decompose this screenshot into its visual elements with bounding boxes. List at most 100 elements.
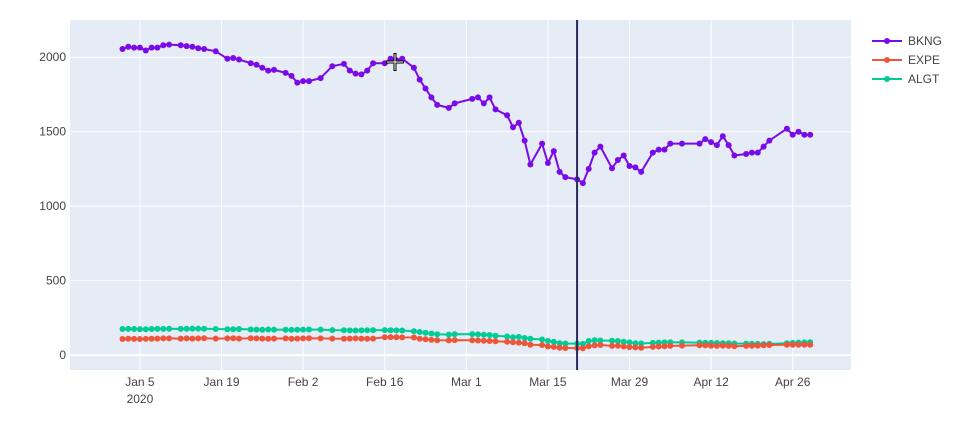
data-point[interactable] (201, 325, 208, 332)
data-point[interactable] (434, 331, 441, 338)
data-point[interactable] (451, 337, 458, 344)
data-point[interactable] (480, 331, 487, 338)
data-point[interactable] (142, 335, 149, 342)
data-point[interactable] (195, 325, 202, 332)
data-point[interactable] (743, 151, 750, 157)
data-point[interactable] (253, 61, 260, 68)
data-point[interactable] (329, 63, 336, 70)
data-point[interactable] (416, 76, 423, 83)
data-point[interactable] (177, 335, 184, 342)
data-point[interactable] (521, 335, 528, 341)
data-point[interactable] (609, 337, 615, 344)
data-point[interactable] (731, 152, 738, 159)
data-point[interactable] (743, 342, 750, 349)
data-point[interactable] (387, 327, 394, 334)
data-point[interactable] (783, 341, 790, 348)
data-point[interactable] (492, 106, 499, 113)
data-point[interactable] (544, 343, 551, 350)
data-point[interactable] (708, 342, 715, 349)
legend-item-algt[interactable]: ALGT (872, 72, 940, 86)
data-point[interactable] (271, 66, 277, 73)
data-point[interactable] (340, 327, 347, 334)
data-point[interactable] (148, 326, 155, 332)
data-point[interactable] (591, 149, 598, 156)
data-point[interactable] (579, 340, 586, 347)
data-point[interactable] (480, 337, 487, 344)
data-point[interactable] (253, 335, 260, 342)
data-point[interactable] (713, 142, 720, 149)
data-point[interactable] (340, 60, 347, 67)
data-point[interactable] (579, 180, 586, 187)
data-point[interactable] (708, 139, 715, 146)
data-point[interactable] (119, 336, 126, 342)
data-point[interactable] (696, 342, 703, 349)
data-point[interactable] (230, 326, 237, 333)
data-point[interactable] (358, 71, 365, 78)
data-point[interactable] (434, 337, 441, 344)
data-point[interactable] (370, 60, 377, 67)
data-point[interactable] (247, 335, 254, 342)
data-point[interactable] (294, 326, 301, 333)
data-point[interactable] (183, 335, 190, 342)
data-point[interactable] (725, 142, 732, 149)
data-point[interactable] (614, 157, 621, 163)
data-point[interactable] (177, 42, 184, 49)
data-point[interactable] (201, 46, 208, 52)
data-point[interactable] (265, 67, 272, 74)
data-point[interactable] (795, 341, 802, 348)
data-point[interactable] (451, 100, 458, 107)
data-point[interactable] (445, 104, 452, 111)
data-point[interactable] (445, 331, 452, 338)
data-point[interactable] (177, 325, 184, 332)
data-point[interactable] (410, 334, 417, 341)
data-point[interactable] (131, 326, 138, 332)
data-point[interactable] (469, 337, 476, 344)
data-point[interactable] (632, 164, 639, 171)
data-point[interactable] (748, 149, 755, 156)
data-point[interactable] (154, 335, 161, 342)
data-point[interactable] (166, 41, 173, 48)
data-point[interactable] (370, 335, 377, 342)
data-point[interactable] (626, 339, 633, 346)
data-point[interactable] (300, 326, 307, 333)
data-point[interactable] (544, 160, 551, 166)
data-point[interactable] (492, 332, 499, 339)
data-point[interactable] (661, 146, 668, 153)
data-point[interactable] (655, 146, 662, 153)
data-point[interactable] (539, 336, 546, 343)
data-point[interactable] (288, 72, 295, 79)
data-point[interactable] (649, 149, 656, 156)
data-point[interactable] (381, 334, 388, 341)
data-point[interactable] (236, 326, 242, 332)
data-point[interactable] (381, 327, 388, 334)
data-point[interactable] (300, 335, 307, 342)
data-point[interactable] (142, 326, 149, 333)
data-point[interactable] (801, 341, 808, 348)
data-point[interactable] (679, 342, 685, 349)
data-point[interactable] (789, 131, 796, 138)
data-point[interactable] (614, 338, 621, 344)
data-point[interactable] (125, 335, 132, 342)
data-point[interactable] (195, 45, 202, 52)
data-point[interactable] (527, 335, 534, 342)
data-point[interactable] (166, 335, 173, 342)
data-point[interactable] (294, 79, 301, 86)
data-point[interactable] (556, 344, 563, 351)
data-point[interactable] (364, 335, 371, 342)
data-point[interactable] (475, 337, 481, 344)
data-point[interactable] (562, 174, 569, 181)
data-point[interactable] (410, 328, 417, 335)
data-point[interactable] (562, 345, 569, 351)
data-point[interactable] (352, 327, 359, 334)
data-point[interactable] (626, 163, 633, 169)
data-point[interactable] (189, 335, 196, 342)
data-point[interactable] (783, 125, 790, 132)
data-point[interactable] (801, 131, 808, 138)
data-point[interactable] (597, 342, 604, 348)
data-point[interactable] (422, 85, 429, 92)
data-point[interactable] (271, 326, 277, 333)
data-point[interactable] (550, 343, 557, 350)
data-point[interactable] (125, 43, 132, 50)
data-point[interactable] (154, 325, 161, 332)
data-point[interactable] (282, 69, 289, 76)
